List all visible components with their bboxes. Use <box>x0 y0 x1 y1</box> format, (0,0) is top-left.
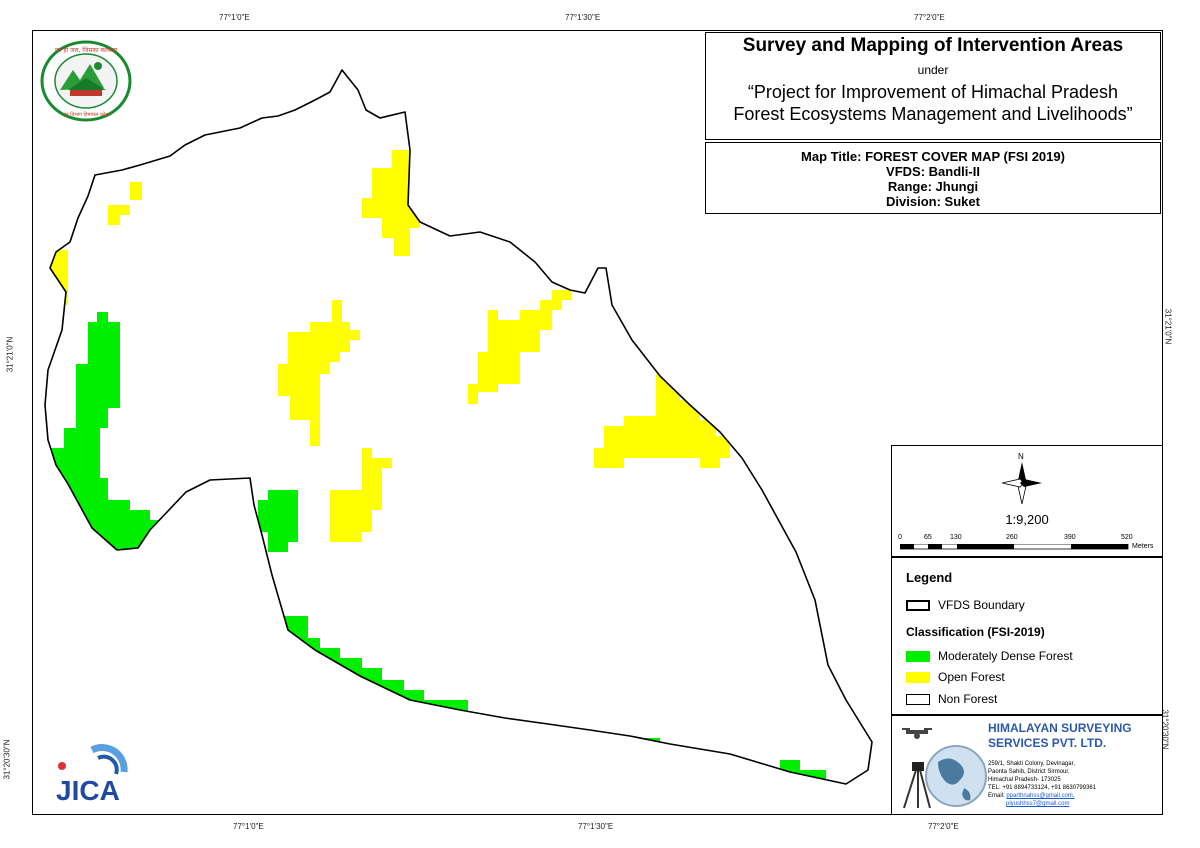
scale-box: N 1:9,200 0 65 130 260 390 520 Meters <box>891 445 1163 557</box>
company-tel: TEL: +91 8894733124, +91 8630799361 <box>988 785 1097 791</box>
vfds-boundary <box>44 69 873 785</box>
coord-bottom-2: 77°1'30"E <box>578 822 614 831</box>
forest-classes <box>45 150 826 784</box>
of-patch-east <box>594 374 730 468</box>
of-patch-center-west <box>278 300 360 446</box>
of-patch-center-east <box>468 290 572 404</box>
main-title: Survey and Mapping of Intervention Areas <box>742 35 1124 56</box>
logo-top-text: वन ही जल, जिसका कल्याण <box>55 46 118 54</box>
mdf-patch-west <box>45 312 162 550</box>
mdf-patch-east <box>640 738 826 784</box>
map-title: Map Title: FOREST COVER MAP (FSI 2019) <box>801 149 1065 164</box>
legend-item-moderately-dense: Moderately Dense Forest <box>906 649 1073 663</box>
north-label: N <box>1018 452 1024 461</box>
vfds-name: VFDS: Bandli-II <box>886 164 980 179</box>
moderately-dense-patches <box>45 312 826 784</box>
boundary-label: VFDS Boundary <box>938 598 1025 612</box>
open-forest-label: Open Forest <box>938 670 1005 684</box>
scale-ratio: 1:9,200 <box>1005 512 1049 527</box>
surveying-globe-icon <box>902 728 987 809</box>
email-link-2[interactable]: piyushhss7@gmail.com <box>1006 801 1070 807</box>
non-forest-swatch <box>906 693 930 705</box>
moderately-dense-label: Moderately Dense Forest <box>938 649 1073 663</box>
company-address: 259/1, Shakti Colony, Devinagar, Paonta … <box>988 760 1096 808</box>
under-text: under <box>917 63 949 77</box>
legend-box: Legend VFDS Boundary Classification (FSI… <box>891 557 1163 715</box>
scale-tick-130: 130 <box>950 534 962 541</box>
mdf-patch-center <box>258 490 298 552</box>
email-link-1[interactable]: pparthnahss@gmail.com, <box>1006 793 1075 799</box>
title-box: Survey and Mapping of Intervention Areas… <box>705 32 1161 140</box>
jica-wordmark: JICA <box>56 775 120 804</box>
scale-tick-0: 0 <box>898 534 902 541</box>
legend-item-non-forest: Non Forest <box>906 692 997 706</box>
coord-bottom-1: 77°1'0"E <box>233 822 264 831</box>
map-frame <box>32 30 1163 815</box>
logo-bottom-text: वन विभाग हिमाचल प्रदेश <box>63 111 109 118</box>
company-name-line-1: HIMALAYAN SURVEYING <box>988 721 1132 735</box>
of-patch-nw <box>108 182 142 225</box>
scale-tick-390: 390 <box>1064 534 1076 541</box>
map-info-box: Map Title: FOREST COVER MAP (FSI 2019) V… <box>705 142 1161 214</box>
scale-tick-260: 260 <box>1006 534 1018 541</box>
forest-department-logo: वन ही जल, जिसका कल्याण वन विभाग हिमाचल प… <box>40 40 132 122</box>
open-forest-patches <box>45 150 730 542</box>
of-patch-north <box>362 150 420 256</box>
legend-boundary: VFDS Boundary <box>906 598 1025 612</box>
address-line-3: Himachal Pradesh- 173025 <box>988 777 1061 783</box>
jica-logo: JICA <box>56 744 128 804</box>
of-patch-center <box>330 448 392 542</box>
address-line-1: 259/1, Shakti Colony, Devinagar, <box>988 761 1075 767</box>
scale-unit: Meters <box>1132 543 1154 550</box>
company-box: HIMALAYAN SURVEYING SERVICES PVT. LTD. 2… <box>891 715 1163 815</box>
open-forest-swatch <box>906 671 930 683</box>
classification-heading: Classification (FSI-2019) <box>906 625 1045 639</box>
scale-tick-520: 520 <box>1121 534 1133 541</box>
company-email-row: Email: pparthnahss@gmail.com, <box>988 792 1096 800</box>
coord-top-3: 77°2'0"E <box>914 13 945 22</box>
north-arrow-icon <box>1002 462 1042 505</box>
project-line-1: “Project for Improvement of Himachal Pra… <box>747 82 1119 102</box>
scale-bar <box>900 544 1129 550</box>
non-forest-label: Non Forest <box>938 692 998 706</box>
legend-heading: Legend <box>906 570 953 585</box>
scale-tick-65: 65 <box>924 534 932 541</box>
division-name: Division: Suket <box>886 194 980 209</box>
address-line-2: Paonta Sahib, District Sirmour, <box>988 769 1070 775</box>
mdf-patch-south <box>280 616 468 720</box>
project-line-2: Forest Ecosystems Management and Livelih… <box>733 104 1133 124</box>
email-label: Email: <box>988 793 1005 799</box>
coord-top-2: 77°1'30"E <box>565 13 601 22</box>
coord-top-1: 77°1'0"E <box>219 13 250 22</box>
boundary-swatch <box>906 599 930 611</box>
legend-item-open-forest: Open Forest <box>906 670 1005 684</box>
coord-bottom-3: 77°2'0"E <box>928 822 959 831</box>
moderately-dense-swatch <box>906 650 930 662</box>
range-name: Range: Jhungi <box>887 179 979 194</box>
company-name-line-2: SERVICES PVT. LTD. <box>988 736 1107 750</box>
